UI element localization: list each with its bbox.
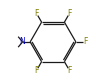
Text: F: F — [67, 66, 72, 75]
Text: F: F — [34, 9, 39, 18]
Text: F: F — [67, 9, 72, 18]
Text: F: F — [84, 37, 88, 46]
Text: F: F — [34, 66, 39, 75]
Text: N: N — [20, 37, 25, 46]
